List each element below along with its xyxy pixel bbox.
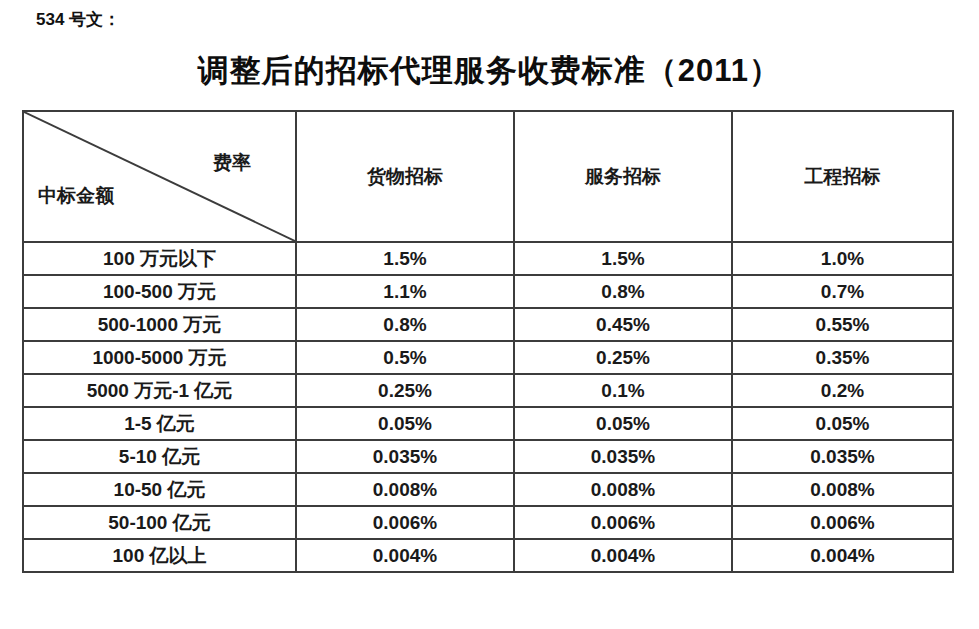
rate-cell: 0.004% [514,539,732,572]
rate-cell: 0.25% [514,341,732,374]
rate-cell: 0.35% [732,341,953,374]
table-row: 5-10 亿元0.035%0.035%0.035% [23,440,953,473]
table-row: 10-50 亿元0.008%0.008%0.008% [23,473,953,506]
rate-cell: 0.55% [732,308,953,341]
rate-cell: 0.05% [514,407,732,440]
row-label-amount-tier: 5-10 亿元 [23,440,296,473]
rate-cell: 0.006% [732,506,953,539]
table-row: 50-100 亿元0.006%0.006%0.006% [23,506,953,539]
row-label-amount-tier: 1-5 亿元 [23,407,296,440]
rate-cell: 0.004% [296,539,514,572]
row-label-amount-tier: 100 万元以下 [23,242,296,275]
row-label-amount-tier: 100-500 万元 [23,275,296,308]
diagonal-divider-line [24,112,295,241]
rate-cell: 0.05% [296,407,514,440]
column-header-goods: 货物招标 [296,111,514,242]
table-row: 500-1000 万元0.8%0.45%0.55% [23,308,953,341]
row-label-amount-tier: 500-1000 万元 [23,308,296,341]
rate-cell: 0.006% [296,506,514,539]
table-row: 100 万元以下1.5%1.5%1.0% [23,242,953,275]
rate-cell: 0.035% [514,440,732,473]
row-label-amount-tier: 5000 万元-1 亿元 [23,374,296,407]
table-row: 100 亿以上0.004%0.004%0.004% [23,539,953,572]
rate-cell: 0.2% [732,374,953,407]
rate-cell: 0.004% [732,539,953,572]
row-label-amount-tier: 50-100 亿元 [23,506,296,539]
fee-table-body: 100 万元以下1.5%1.5%1.0%100-500 万元1.1%0.8%0.… [23,242,953,572]
corner-label-rate: 费率 [213,150,251,176]
column-header-services: 服务招标 [514,111,732,242]
fee-table: 费率 中标金额 货物招标 服务招标 工程招标 100 万元以下1.5%1.5%1… [22,110,954,573]
table-row: 1-5 亿元0.05%0.05%0.05% [23,407,953,440]
rate-cell: 0.008% [514,473,732,506]
rate-cell: 0.008% [732,473,953,506]
page-title: 调整后的招标代理服务收费标准（2011） [0,50,979,92]
table-row: 1000-5000 万元0.5%0.25%0.35% [23,341,953,374]
rate-cell: 0.006% [514,506,732,539]
corner-label-amount: 中标金额 [38,183,114,209]
rate-cell: 0.035% [732,440,953,473]
table-row: 5000 万元-1 亿元0.25%0.1%0.2% [23,374,953,407]
row-label-amount-tier: 100 亿以上 [23,539,296,572]
rate-cell: 0.05% [732,407,953,440]
rate-cell: 0.45% [514,308,732,341]
row-label-amount-tier: 1000-5000 万元 [23,341,296,374]
rate-cell: 0.035% [296,440,514,473]
rate-cell: 1.5% [296,242,514,275]
rate-cell: 0.5% [296,341,514,374]
row-label-amount-tier: 10-50 亿元 [23,473,296,506]
fee-table-header: 费率 中标金额 货物招标 服务招标 工程招标 [23,111,953,242]
rate-cell: 0.25% [296,374,514,407]
doc-number-label: 534 号文： [36,8,120,31]
column-header-engineering: 工程招标 [732,111,953,242]
table-row: 100-500 万元1.1%0.8%0.7% [23,275,953,308]
rate-cell: 0.8% [296,308,514,341]
rate-cell: 0.1% [514,374,732,407]
rate-cell: 1.1% [296,275,514,308]
header-row: 费率 中标金额 货物招标 服务招标 工程招标 [23,111,953,242]
rate-cell: 1.5% [514,242,732,275]
rate-cell: 0.7% [732,275,953,308]
rate-cell: 0.8% [514,275,732,308]
rate-cell: 1.0% [732,242,953,275]
rate-cell: 0.008% [296,473,514,506]
corner-header-cell: 费率 中标金额 [23,111,296,242]
